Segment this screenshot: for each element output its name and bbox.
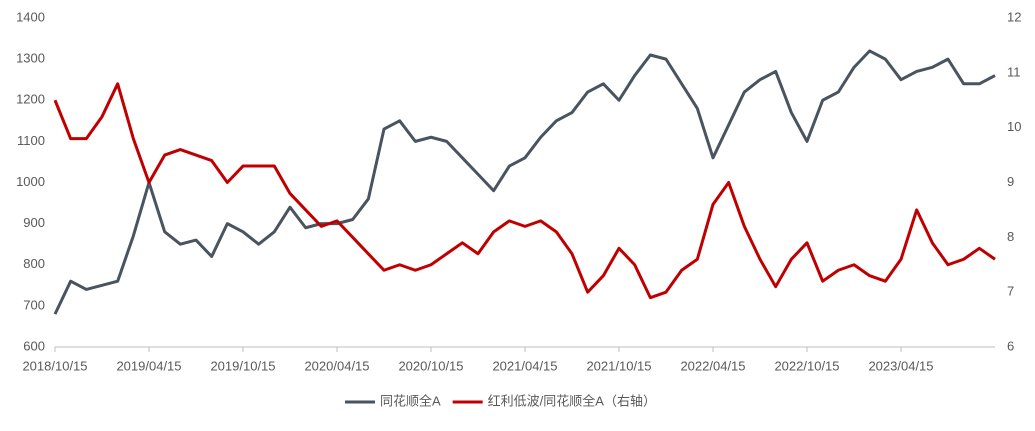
legend-label: 同花顺全A: [380, 393, 441, 408]
y-tick-label: 1000: [16, 174, 45, 189]
x-tick-label: 2020/04/15: [304, 358, 369, 373]
y2-tick-label: 9: [1007, 174, 1014, 189]
y-tick-label: 1200: [16, 92, 45, 107]
y-tick-label: 900: [23, 215, 45, 230]
y-tick-label: 800: [23, 256, 45, 271]
x-tick-label: 2021/04/15: [492, 358, 557, 373]
x-tick-label: 2019/10/15: [210, 358, 275, 373]
y-tick-label: 700: [23, 297, 45, 312]
y2-tick-label: 11: [1007, 64, 1021, 79]
x-tick-label: 2019/04/15: [116, 358, 181, 373]
x-tick-label: 2022/10/15: [774, 358, 839, 373]
legend-label: 红利低波/同花顺全A（右轴）: [488, 393, 656, 408]
x-tick-label: 2018/10/15: [22, 358, 87, 373]
y-tick-label: 1300: [16, 51, 45, 66]
x-tick-label: 2023/04/15: [868, 358, 933, 373]
x-tick-label: 2021/10/15: [586, 358, 651, 373]
y-tick-label: 1400: [16, 9, 45, 24]
y2-tick-label: 6: [1007, 338, 1014, 353]
series-line: [53, 49, 996, 315]
y-tick-label: 600: [23, 338, 45, 353]
x-tick-label: 2022/04/15: [680, 358, 745, 373]
series-line: [53, 82, 996, 300]
y-tick-label: 1100: [17, 133, 45, 148]
y2-tick-label: 10: [1007, 119, 1021, 134]
y2-tick-label: 7: [1007, 284, 1014, 299]
y2-tick-label: 8: [1007, 229, 1014, 244]
y2-tick-label: 12: [1007, 9, 1021, 24]
x-tick-label: 2020/10/15: [398, 358, 463, 373]
